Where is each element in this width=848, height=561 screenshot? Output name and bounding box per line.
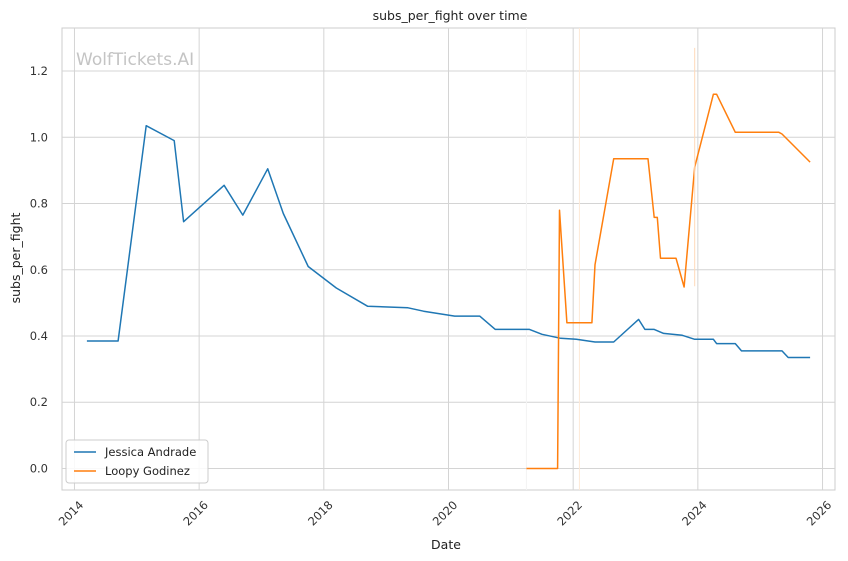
y-tick-label: 0.2 (30, 395, 48, 409)
series-line-0 (86, 124, 811, 359)
legend-label-0: Jessica Andrade (104, 445, 196, 459)
y-tick-labels: 0.0 0.2 0.4 0.6 0.8 1.0 1.2 (30, 64, 48, 475)
x-tick-label: 2014 (56, 498, 87, 529)
y-tick-label: 0.4 (30, 329, 48, 343)
x-axis-label: Date (431, 537, 461, 552)
series-line-1 (526, 93, 811, 470)
legend: Jessica Andrade Loopy Godinez (65, 439, 209, 484)
series-lines (86, 47, 811, 470)
y-tick-label: 1.2 (30, 64, 48, 78)
y-tick-label: 0.8 (30, 197, 48, 211)
x-tick-label: 2020 (430, 498, 461, 529)
x-tick-label: 2022 (554, 498, 585, 529)
watermark: WolfTickets.AI (76, 50, 194, 70)
x-tick-label: 2016 (180, 498, 211, 529)
x-tick-labels: 2014 2016 2018 2020 2022 2024 2026 (56, 498, 835, 529)
x-tick-label: 2024 (679, 498, 710, 529)
legend-box (65, 439, 209, 484)
extra-marks (525, 28, 580, 490)
y-tick-label: 0.6 (30, 263, 48, 277)
x-tick-label: 2018 (305, 498, 336, 529)
y-axis-label: subs_per_fight (8, 213, 23, 304)
grid (62, 28, 835, 490)
y-tick-label: 0.0 (30, 461, 48, 475)
chart-title: subs_per_fight over time (373, 8, 528, 23)
y-tick-label: 1.0 (30, 130, 48, 144)
x-tick-label: 2026 (804, 498, 835, 529)
legend-label-1: Loopy Godinez (105, 464, 190, 478)
